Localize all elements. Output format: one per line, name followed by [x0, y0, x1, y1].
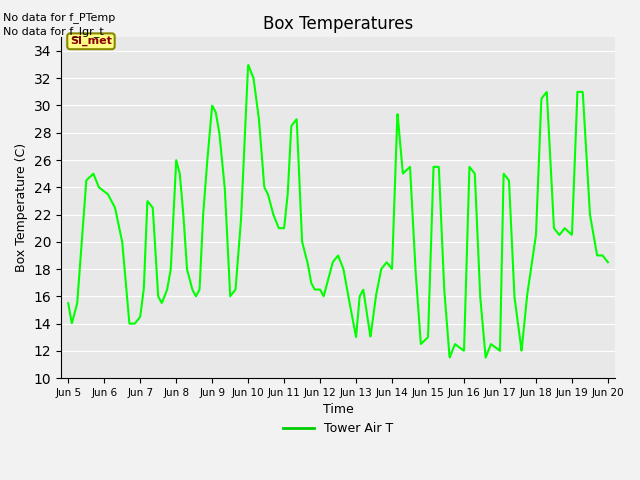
Y-axis label: Box Temperature (C): Box Temperature (C) — [15, 143, 28, 272]
X-axis label: Time: Time — [323, 403, 353, 417]
Title: Box Temperatures: Box Temperatures — [263, 15, 413, 33]
Text: SI_met: SI_met — [70, 36, 112, 47]
Legend: Tower Air T: Tower Air T — [278, 417, 398, 440]
Text: No data for f_PTemp: No data for f_PTemp — [3, 12, 115, 23]
Text: No data for f_lgr_t: No data for f_lgr_t — [3, 26, 104, 37]
